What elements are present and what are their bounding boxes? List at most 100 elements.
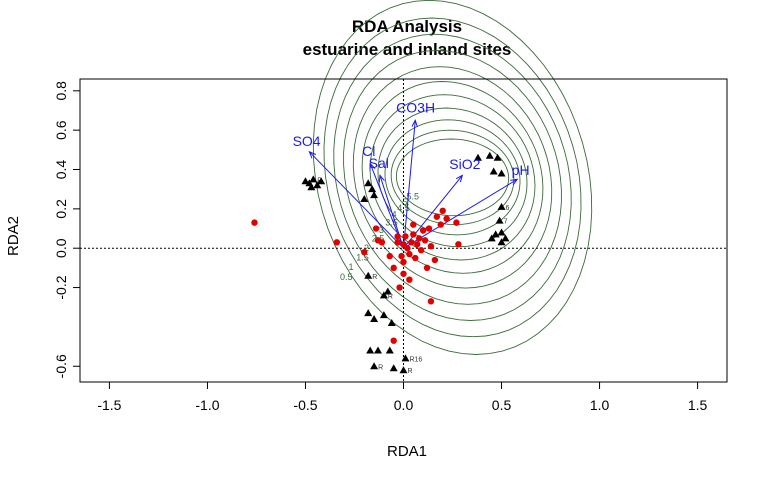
site-point bbox=[400, 241, 407, 248]
site-point bbox=[404, 245, 411, 252]
y-tick-label: 0.2 bbox=[53, 199, 69, 219]
y-axis: -0.6 -0.2 0.0 0.2 0.4 0.6 0.8 bbox=[53, 81, 81, 378]
species-point bbox=[401, 354, 410, 362]
contour-label: 5 bbox=[402, 197, 407, 207]
site-point bbox=[410, 231, 417, 238]
env-arrow bbox=[403, 178, 518, 249]
species-point bbox=[491, 230, 500, 238]
x-axis-label: RDA1 bbox=[387, 443, 427, 460]
contour-label: 1 bbox=[349, 262, 354, 272]
species-point bbox=[313, 181, 322, 189]
contour-line bbox=[369, 94, 536, 261]
species-label: 6 bbox=[506, 205, 510, 212]
contour-line bbox=[377, 107, 528, 248]
species-point bbox=[364, 271, 373, 279]
contour-line bbox=[323, 17, 582, 338]
site-point bbox=[396, 284, 403, 291]
species-point bbox=[364, 309, 373, 317]
contour-line bbox=[390, 129, 515, 226]
site-point bbox=[455, 241, 462, 248]
species-label: R bbox=[372, 274, 377, 281]
species-point bbox=[387, 318, 396, 326]
env-arrow-head bbox=[308, 150, 317, 159]
site-point bbox=[408, 239, 415, 246]
env-arrow-head bbox=[455, 174, 464, 183]
chart-title: RDA Analysis bbox=[352, 17, 462, 36]
species-label: R bbox=[378, 364, 383, 371]
species-point bbox=[317, 177, 326, 185]
env-arrow bbox=[309, 151, 404, 249]
site-point bbox=[427, 298, 435, 305]
x-tick-label: -1.0 bbox=[195, 397, 219, 413]
chart-subtitle: estuarine and inland sites bbox=[303, 40, 512, 59]
contour-line bbox=[352, 66, 553, 289]
contour-label: 1.5 bbox=[356, 252, 369, 262]
site-point bbox=[423, 264, 431, 272]
species-point bbox=[370, 362, 379, 370]
site-point bbox=[431, 256, 439, 264]
env-arrow-head bbox=[369, 162, 376, 171]
species-point bbox=[309, 175, 318, 183]
species-point bbox=[366, 346, 375, 354]
contour-label: 3.5 bbox=[385, 217, 398, 227]
contour-line bbox=[384, 119, 521, 236]
x-axis: -1.5 -1.0 -0.5 0.0 0.5 1.0 1.5 bbox=[97, 381, 708, 413]
site-point bbox=[398, 252, 405, 260]
species-point bbox=[374, 346, 383, 354]
contour-line bbox=[395, 138, 510, 217]
species-point bbox=[370, 191, 379, 199]
site-point bbox=[419, 227, 427, 234]
site-point bbox=[400, 258, 407, 266]
species-point bbox=[497, 202, 506, 210]
species-point bbox=[497, 228, 506, 236]
species-point bbox=[370, 315, 379, 323]
env-label: pH bbox=[512, 162, 530, 178]
species-label: 7 bbox=[504, 219, 508, 226]
x-tick-label: 1.0 bbox=[590, 397, 610, 413]
site-point bbox=[427, 243, 435, 250]
site-point bbox=[421, 237, 429, 244]
species-point bbox=[301, 177, 310, 185]
species-point bbox=[485, 151, 494, 159]
species-point bbox=[385, 346, 394, 354]
site-point bbox=[425, 225, 433, 232]
contour-line bbox=[343, 50, 562, 305]
site-point bbox=[361, 248, 368, 256]
env-label: CO3H bbox=[396, 99, 435, 115]
y-tick-label: 0.8 bbox=[53, 81, 69, 101]
species-point bbox=[497, 238, 506, 246]
site-point bbox=[410, 221, 417, 228]
site-point bbox=[433, 213, 441, 220]
site-point bbox=[333, 239, 341, 246]
species-point bbox=[364, 179, 373, 187]
site-point bbox=[412, 254, 419, 262]
site-point bbox=[406, 276, 413, 283]
species-point bbox=[489, 167, 498, 175]
species-point bbox=[360, 195, 369, 203]
y-tick-label: 0.4 bbox=[53, 160, 69, 180]
env-arrow-head bbox=[510, 178, 519, 186]
y-tick-label: -0.6 bbox=[53, 354, 69, 378]
contour-label: 0.5 bbox=[340, 272, 353, 282]
y-tick-label: -0.2 bbox=[53, 275, 69, 299]
species-point bbox=[495, 216, 504, 224]
contour-label: 2 bbox=[364, 243, 369, 253]
site-point bbox=[394, 233, 401, 240]
site-point bbox=[439, 207, 446, 215]
x-tick-label: -0.5 bbox=[293, 397, 317, 413]
env-arrow-head bbox=[411, 119, 418, 128]
species-point bbox=[389, 364, 398, 372]
sites-layer bbox=[251, 207, 462, 344]
species-point bbox=[487, 234, 496, 242]
species-point bbox=[383, 287, 392, 295]
y-tick-label: 0.0 bbox=[53, 238, 69, 258]
site-point bbox=[414, 241, 421, 248]
species-point bbox=[307, 183, 316, 191]
site-point bbox=[372, 225, 380, 232]
site-point bbox=[437, 221, 444, 228]
site-point bbox=[386, 252, 393, 260]
species-point bbox=[379, 311, 388, 319]
x-tick-label: 1.5 bbox=[688, 397, 708, 413]
